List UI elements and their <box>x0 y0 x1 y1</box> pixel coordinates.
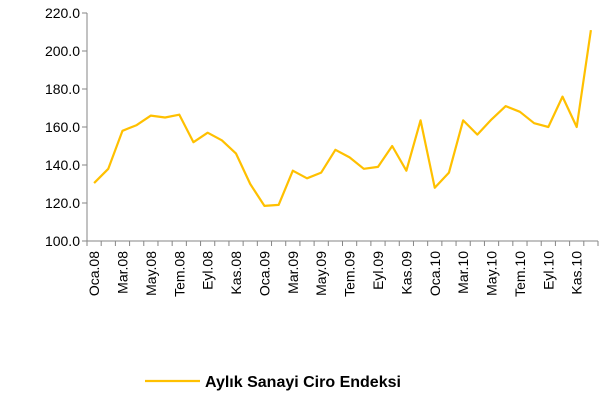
x-tick-label: Tem.09 <box>342 251 358 297</box>
x-tick-label: Kas.10 <box>569 251 585 295</box>
x-tick-label: Mar.09 <box>285 251 301 294</box>
y-tick-label: 200.0 <box>45 43 80 59</box>
x-tick-label: Kas.08 <box>228 251 244 295</box>
y-tick-label: 180.0 <box>45 81 80 97</box>
x-tick-label: Eyl.10 <box>540 251 556 290</box>
x-tick-label: Kas.09 <box>398 251 414 295</box>
x-tick-label: Tem.08 <box>171 251 187 297</box>
x-tick-label: May.09 <box>313 251 329 296</box>
x-tick-label: Oca.08 <box>86 251 102 296</box>
y-tick-label: 140.0 <box>45 157 80 173</box>
legend-label: Aylık Sanayi Ciro Endeksi <box>205 374 401 391</box>
y-tick-label: 120.0 <box>45 195 80 211</box>
x-tick-label: May.08 <box>143 251 159 296</box>
line-series <box>93 29 592 207</box>
x-tick-label: Mar.10 <box>455 251 471 294</box>
y-tick-label: 160.0 <box>45 119 80 135</box>
x-tick-label: Eyl.09 <box>370 251 386 290</box>
y-tick-label: 100.0 <box>45 233 80 249</box>
x-tick-label: Tem.10 <box>512 251 528 297</box>
y-tick-label: 220.0 <box>45 5 80 21</box>
x-tick-label: Oca.10 <box>427 251 443 296</box>
x-tick-label: May.10 <box>484 251 500 296</box>
x-tick-label: Eyl.08 <box>200 251 216 290</box>
x-tick-label: Mar.08 <box>114 251 130 294</box>
x-tick-label: Oca.09 <box>256 251 272 296</box>
